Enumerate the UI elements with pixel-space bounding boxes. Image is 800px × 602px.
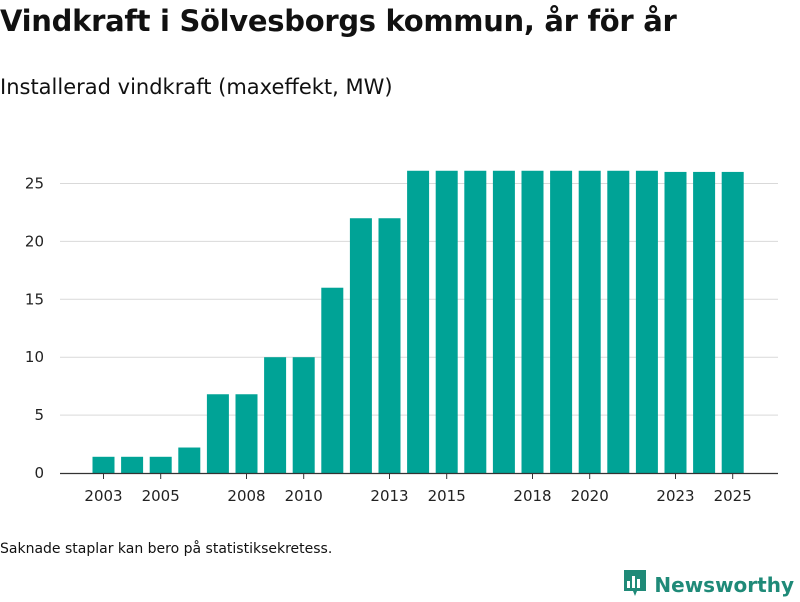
x-tick-label: 2018: [513, 487, 551, 505]
brand-name: Newsworthy: [654, 573, 794, 597]
bar-2004: [121, 456, 144, 473]
y-tick-label: 5: [34, 406, 44, 424]
x-tick-label: 2013: [370, 487, 408, 505]
y-tick-label: 25: [25, 175, 44, 193]
y-tick-label: 20: [25, 232, 44, 250]
bar-2025: [721, 171, 744, 474]
bar-2014: [407, 170, 430, 473]
bar-2020: [578, 170, 601, 473]
bar-2017: [492, 170, 515, 473]
bar-2019: [550, 170, 573, 473]
x-tick-label: 2025: [714, 487, 752, 505]
x-tick-label: 2010: [285, 487, 323, 505]
bar-2005: [149, 456, 172, 473]
bar-2016: [464, 170, 487, 473]
y-tick-label: 15: [25, 290, 44, 308]
chart-title: Vindkraft i Sölvesborgs kommun, år för å…: [0, 4, 677, 38]
bar-2008: [235, 394, 258, 473]
bar-2011: [321, 287, 344, 473]
bar-2018: [521, 170, 544, 473]
bar-2009: [264, 357, 287, 473]
bar-2006: [178, 447, 201, 473]
bar-2015: [435, 170, 458, 473]
bar-2007: [206, 394, 229, 473]
x-tick-label: 2008: [227, 487, 265, 505]
bar-2003: [92, 456, 115, 473]
bar-2024: [693, 171, 716, 474]
bar-2021: [607, 170, 630, 473]
bar-2012: [349, 218, 372, 473]
y-tick-label: 0: [34, 464, 44, 482]
x-tick-label: 2015: [428, 487, 466, 505]
newsworthy-logo: Newsworthy: [623, 568, 794, 602]
bars: [92, 170, 744, 474]
bar-2010: [292, 357, 315, 473]
bar-chart-logo-icon: [623, 568, 647, 602]
x-tick-label: 2003: [84, 487, 122, 505]
bar-2022: [635, 170, 658, 473]
y-tick-label: 10: [25, 348, 44, 366]
chart-subtitle: Installerad vindkraft (maxeffekt, MW): [0, 75, 393, 99]
footnote: Saknade staplar kan bero på statistiksek…: [0, 541, 333, 557]
x-tick-label: 2005: [142, 487, 180, 505]
x-tick-label: 2023: [656, 487, 694, 505]
bar-2013: [378, 218, 401, 473]
x-tick-label: 2020: [571, 487, 609, 505]
bar-2023: [664, 171, 687, 474]
